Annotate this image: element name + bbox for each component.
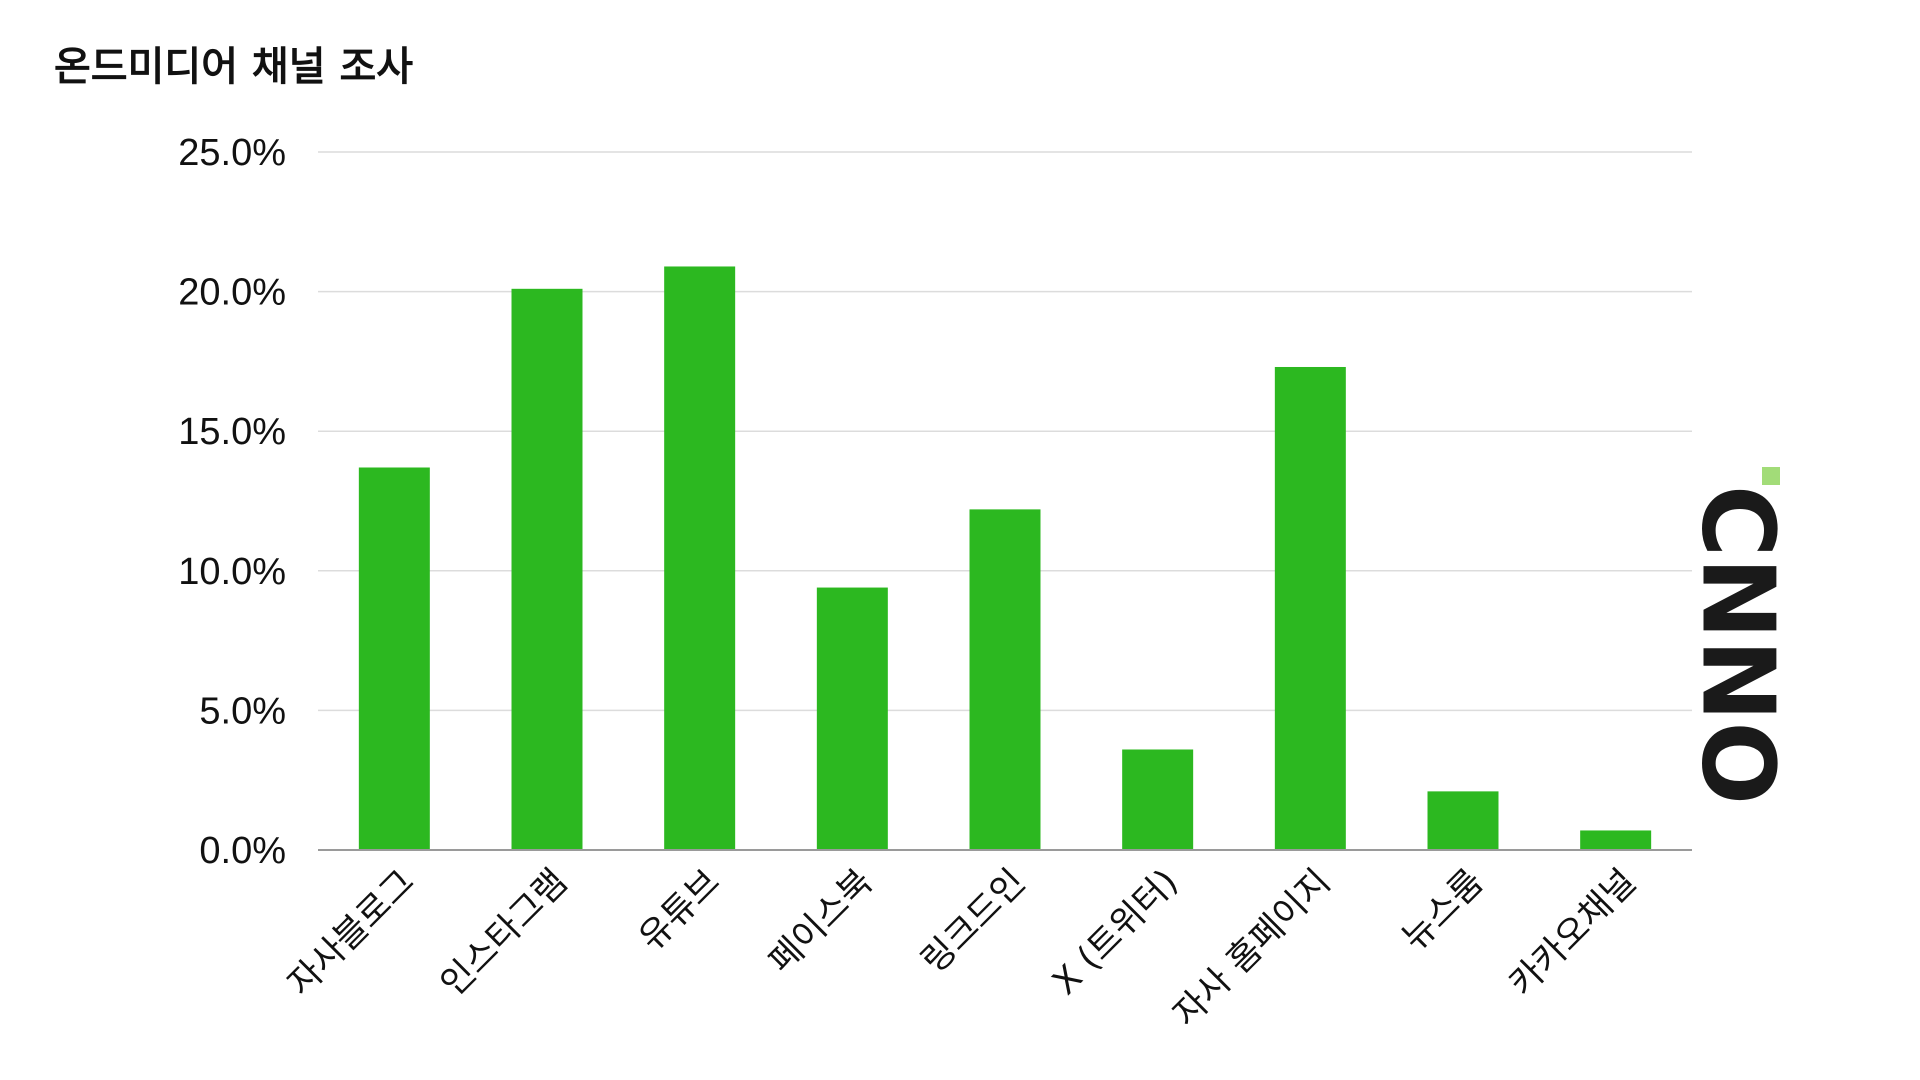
x-category-label: 페이스북 [761,862,880,981]
bar [664,266,736,850]
x-category-label: X (트위터) [1045,862,1186,1003]
x-category-label: 자사블로그 [281,862,423,1004]
x-category-label: 뉴스룸 [1395,862,1492,959]
bar [969,509,1041,850]
bar [511,288,583,851]
bars [358,266,1652,851]
bar [1580,830,1652,850]
y-tick-label: 10.0% [178,551,286,593]
x-category-label: 인스타그램 [433,862,575,1004]
y-tick-label: 5.0% [199,690,286,732]
logo-text: CNNO [1680,485,1797,805]
x-category-label: 유튜브 [631,862,728,959]
brand-logo: CNNO [1680,467,1797,805]
chart-title: 온드미디어 채널 조사 [54,44,414,90]
y-tick-labels: 0.0% 5.0% 10.0% 15.0% 20.0% 25.0% [178,132,286,872]
y-tick-label: 25.0% [178,132,286,174]
bar [1122,749,1194,850]
bar [358,467,430,850]
x-category-label: 링크드인 [914,862,1033,981]
bar [1274,366,1346,850]
bar [1427,791,1499,850]
x-category-labels: 자사블로그 인스타그램 유튜브 페이스북 링크드인 X (트위터)자사 홈페이지 뉴스룸 카카… [281,862,1644,1035]
y-tick-label: 0.0% [199,830,286,872]
x-category-label: 자사 홈페이지 [1166,862,1339,1035]
x-category-label: 카카오채널 [1502,862,1644,1004]
bar [816,587,888,850]
y-tick-label: 20.0% [178,272,286,314]
logo-accent-square [1762,467,1780,485]
y-tick-label: 15.0% [178,411,286,453]
